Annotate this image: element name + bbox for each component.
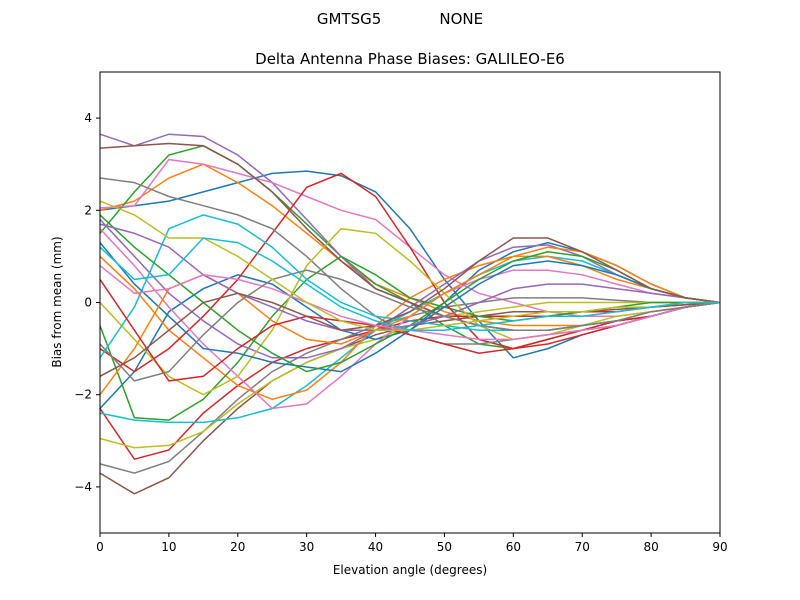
x-tick-label: 40 — [368, 540, 383, 554]
series-line-s19 — [99, 227, 721, 396]
x-axis: 0 10 20 30 40 50 60 70 80 90 — [96, 533, 728, 554]
chart-title: Delta Antenna Phase Biases: GALILEO-E6 — [255, 50, 565, 68]
y-tick-label: −2 — [74, 388, 92, 402]
series-line-s28 — [99, 269, 721, 382]
series-line-s26 — [99, 237, 721, 377]
series-lines — [99, 133, 721, 495]
x-tick-label: 80 — [643, 540, 658, 554]
x-tick-label: 50 — [437, 540, 452, 554]
y-tick-label: 4 — [84, 111, 92, 125]
series-line-s9 — [99, 301, 720, 449]
suptitle: GMTSG5 NONE — [317, 10, 483, 28]
x-tick-label: 0 — [96, 540, 104, 554]
series-line-s15 — [99, 218, 721, 359]
x-tick-label: 30 — [299, 540, 314, 554]
x-tick-label: 90 — [712, 540, 727, 554]
y-tick-label: 0 — [84, 296, 92, 310]
x-tick-label: 70 — [575, 540, 590, 554]
x-tick-label: 20 — [230, 540, 245, 554]
x-axis-label: Elevation angle (degrees) — [333, 563, 487, 577]
y-axis: −4 −2 0 2 4 — [74, 111, 100, 494]
suptitle-left: GMTSG5 — [317, 10, 381, 28]
x-tick-label: 10 — [161, 540, 176, 554]
y-tick-label: −4 — [74, 480, 92, 494]
y-tick-label: 2 — [84, 203, 92, 217]
series-line-s30 — [99, 237, 720, 331]
x-tick-label: 60 — [506, 540, 521, 554]
suptitle-right: NONE — [439, 10, 483, 28]
series-line-s8 — [99, 297, 720, 474]
series-line-s6 — [99, 301, 721, 495]
y-axis-label: Bias from mean (mm) — [50, 236, 64, 367]
